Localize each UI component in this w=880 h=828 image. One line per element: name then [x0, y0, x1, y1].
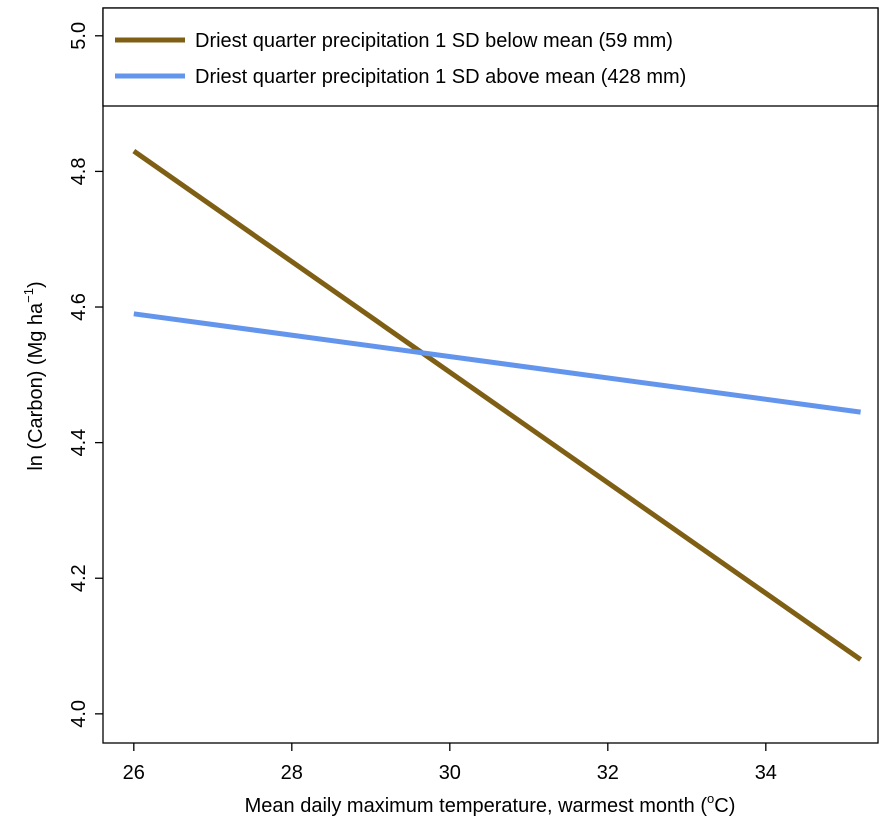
x-label-superscript: o: [707, 791, 714, 806]
x-tick-label: 32: [597, 762, 619, 784]
series-line: [132, 149, 863, 662]
x-axis-label: Mean daily maximum temperature, warmest …: [245, 791, 736, 817]
x-label-part: Mean daily maximum temperature, warmest …: [245, 795, 708, 817]
legend-label: Driest quarter precipitation 1 SD above …: [195, 66, 686, 88]
x-tick-label: 30: [439, 762, 461, 784]
y-axis-label: ln (Carbon) (Mg ha−1): [21, 281, 47, 470]
legend-box: [102, 7, 879, 107]
series-line: [133, 311, 861, 415]
y-tick-label: 4.8: [68, 158, 90, 186]
x-tick-label: 28: [281, 762, 303, 784]
legend-label: Driest quarter precipitation 1 SD below …: [195, 30, 673, 52]
y-label-superscript: −1: [21, 288, 36, 303]
x-tick-label: 34: [755, 762, 777, 784]
y-label-part: ): [25, 281, 47, 288]
x-tick-label: 26: [123, 762, 145, 784]
y-tick-label: 4.0: [68, 700, 90, 728]
x-label-part: C): [714, 795, 735, 817]
y-tick-label: 4.4: [68, 429, 90, 457]
y-tick-label: 5.0: [68, 22, 90, 50]
plot-frame: [102, 7, 879, 744]
y-tick-label: 4.2: [68, 564, 90, 592]
y-label-part: ln (Carbon) (Mg ha: [25, 302, 47, 471]
y-tick-label: 4.6: [68, 293, 90, 321]
